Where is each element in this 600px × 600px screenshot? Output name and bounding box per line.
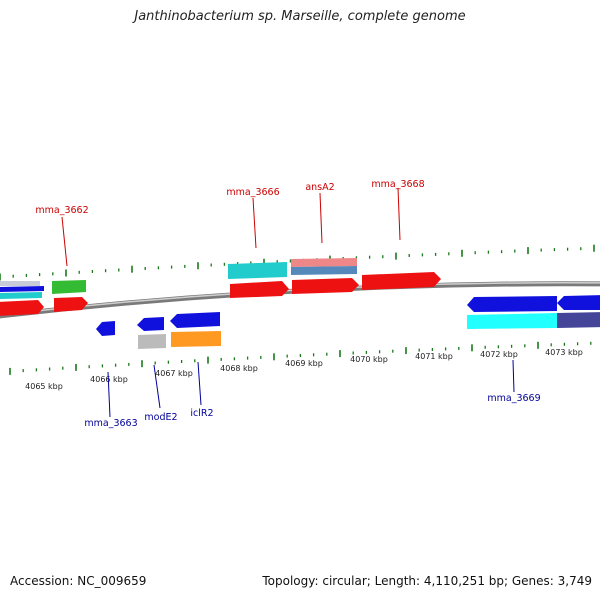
- gene-feature[interactable]: [170, 312, 220, 328]
- reverse-strand-genes: [96, 295, 600, 349]
- gene-feature[interactable]: [291, 258, 357, 267]
- gene-feature[interactable]: [291, 266, 357, 275]
- tick-label: 4065 kbp: [25, 382, 63, 391]
- accession-info: Accession: NC_009659: [10, 574, 147, 588]
- gene-feature[interactable]: [137, 317, 164, 331]
- gene-feature[interactable]: [292, 278, 359, 294]
- gene-feature[interactable]: [557, 312, 600, 328]
- label-leader-line: [107, 371, 111, 418]
- tick-label: 4070 kbp: [350, 355, 388, 364]
- tick-label: 4069 kbp: [285, 359, 323, 368]
- gene-feature[interactable]: [0, 286, 44, 292]
- gene-feature[interactable]: [0, 281, 40, 286]
- gene-label-mma_3666[interactable]: mma_3666: [226, 187, 279, 198]
- label-leader-line: [252, 197, 257, 249]
- gene-feature[interactable]: [96, 321, 115, 336]
- tick-label: 4071 kbp: [415, 352, 453, 361]
- gene-label-mma_3669[interactable]: mma_3669: [487, 393, 540, 404]
- tick-labels: 4065 kbp 4066 kbp 4067 kbp 4068 kbp 4069…: [25, 348, 583, 391]
- gene-label-mma_3662[interactable]: mma_3662: [35, 205, 88, 216]
- gene-feature[interactable]: [228, 262, 287, 279]
- gene-feature[interactable]: [171, 331, 221, 347]
- gene-feature[interactable]: [54, 297, 88, 312]
- tick-label: 4067 kbp: [155, 369, 193, 378]
- gene-feature[interactable]: [0, 292, 42, 299]
- gene-feature[interactable]: [138, 334, 166, 349]
- gene-feature[interactable]: [52, 280, 86, 294]
- tick-label: 4068 kbp: [220, 364, 258, 373]
- forward-strand-genes: [0, 258, 441, 316]
- label-leader-line: [153, 364, 161, 409]
- tick-label: 4072 kbp: [480, 350, 518, 359]
- gene-feature[interactable]: [467, 296, 557, 312]
- label-leader-line: [397, 187, 401, 241]
- map-title: Janthinobacterium sp. Marseille, complet…: [134, 9, 466, 24]
- label-leader-line: [197, 361, 202, 406]
- label-leader-line: [319, 192, 323, 244]
- gene-label-modE2[interactable]: modE2: [144, 412, 177, 423]
- label-leader-line: [512, 359, 515, 393]
- reverse-gene-labels: mma_3663 modE2 iclR2 mma_3669: [84, 359, 541, 429]
- inner-tick-track: [9, 341, 592, 375]
- gene-feature[interactable]: [362, 272, 441, 290]
- gene-label-iclR2[interactable]: iclR2: [190, 408, 213, 419]
- forward-gene-labels: mma_3662 mma_3666 ansA2 mma_3668: [35, 179, 425, 267]
- gene-feature[interactable]: [557, 295, 600, 310]
- gene-label-mma_3663[interactable]: mma_3663: [84, 418, 137, 429]
- genome-summary: Topology: circular; Length: 4,110,251 bp…: [262, 574, 592, 588]
- gene-feature[interactable]: [0, 300, 44, 316]
- gene-feature[interactable]: [467, 313, 557, 329]
- gene-label-mma_3668[interactable]: mma_3668: [371, 179, 424, 190]
- tick-label: 4073 kbp: [545, 348, 583, 357]
- label-leader-line: [61, 216, 68, 267]
- gene-label-ansA2[interactable]: ansA2: [305, 182, 334, 193]
- tick-label: 4066 kbp: [90, 375, 128, 384]
- gene-feature[interactable]: [230, 281, 289, 298]
